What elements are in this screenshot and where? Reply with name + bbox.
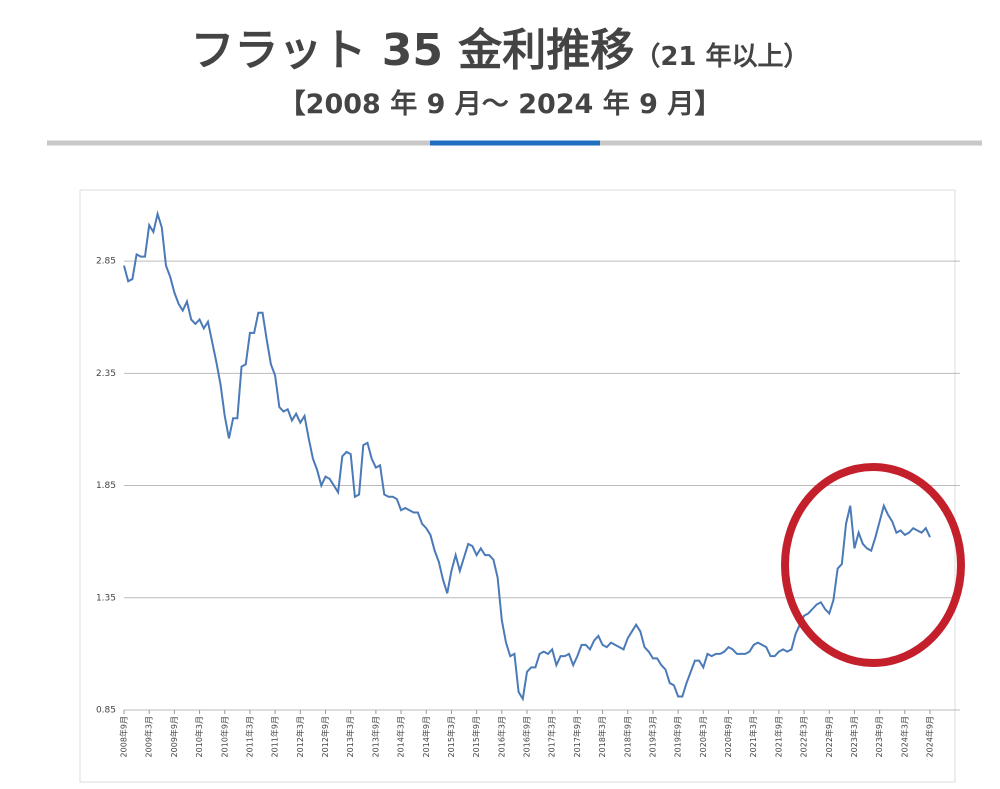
y-tick-label: 2.35 [96, 369, 116, 379]
x-tick-label: 2024年3月 [899, 716, 909, 757]
x-tick-label: 2011年3月 [244, 716, 254, 757]
y-tick-label: 0.85 [96, 706, 116, 716]
x-tick-label: 2014年9月 [421, 716, 431, 757]
x-tick-label: 2015年9月 [471, 716, 481, 757]
y-tick-label: 2.85 [96, 257, 116, 267]
rate-line [123, 210, 931, 702]
x-tick-label: 2022年3月 [799, 716, 809, 757]
x-tick-label: 2008年9月 [119, 716, 129, 757]
x-tick-label: 2023年9月 [874, 716, 884, 757]
x-tick-label: 2016年9月 [522, 716, 532, 757]
y-tick-label: 1.85 [96, 481, 116, 491]
chart-subtitle: 【2008 年 9 月～ 2024 年 9 月】 [278, 89, 722, 120]
x-tick-label: 2014年3月 [396, 716, 406, 757]
x-tick-label: 2024年9月 [925, 716, 935, 757]
x-tick-label: 2019年3月 [647, 716, 657, 757]
x-tick-label: 2016年3月 [496, 716, 506, 757]
title-note: （21 年以上） [634, 42, 810, 72]
x-tick-label: 2010年3月 [194, 716, 204, 757]
x-tick-label: 2009年9月 [169, 716, 179, 757]
chart-title: フラット 35 金利推移 [190, 25, 635, 76]
x-tick-label: 2009年3月 [144, 716, 154, 757]
x-tick-label: 2019年9月 [673, 716, 683, 757]
x-tick-label: 2013年9月 [370, 716, 380, 757]
x-tick-label: 2017年3月 [547, 716, 557, 757]
x-tick-label: 2012年9月 [320, 716, 330, 757]
x-tick-label: 2021年9月 [773, 716, 783, 757]
x-tick-label: 2023年3月 [849, 716, 859, 757]
x-tick-label: 2015年3月 [446, 716, 456, 757]
x-tick-label: 2018年9月 [622, 716, 632, 757]
x-tick-label: 2020年9月 [723, 716, 733, 757]
header: フラット 35 金利推移（21 年以上） [0, 14, 1000, 78]
x-tick-label: 2022年9月 [824, 716, 834, 757]
x-tick-label: 2021年3月 [748, 716, 758, 757]
x-tick-label: 2017年9月 [572, 716, 582, 757]
x-tick-label: 2010年9月 [219, 716, 229, 757]
x-tick-label: 2013年3月 [345, 716, 355, 757]
x-tick-label: 2018年3月 [597, 716, 607, 757]
x-tick-label: 2020年3月 [698, 716, 708, 757]
x-tick-label: 2012年3月 [295, 716, 305, 757]
y-tick-label: 1.35 [96, 593, 116, 603]
x-tick-label: 2011年9月 [270, 716, 280, 757]
